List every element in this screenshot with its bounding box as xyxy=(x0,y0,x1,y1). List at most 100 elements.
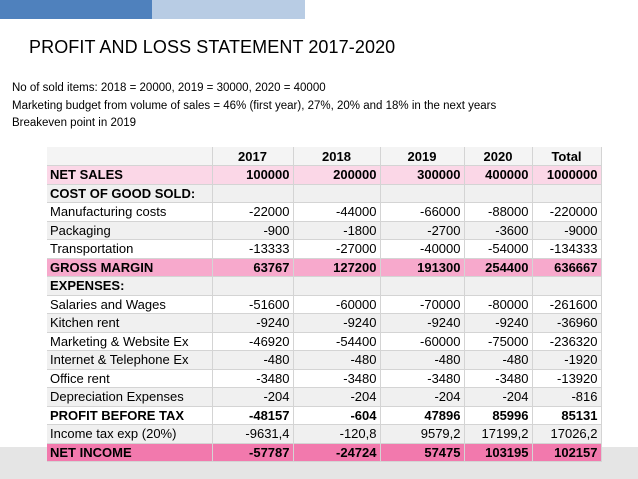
row-value xyxy=(464,184,533,203)
row-value: 636667 xyxy=(532,258,602,277)
table-row: Marketing & Website Ex -46920 -54400 -60000… xyxy=(47,332,602,351)
header-accent-bar-dark xyxy=(0,0,152,19)
row-value: -816 xyxy=(532,387,602,407)
row-value: 85131 xyxy=(532,406,602,425)
row-value: 254400 xyxy=(464,258,533,277)
row-value xyxy=(532,184,602,203)
header-cell-label xyxy=(47,147,213,166)
row-value: -480 xyxy=(293,350,381,370)
table-row: PROFIT BEFORE TAX -48157 -604 47896 85996 851… xyxy=(47,406,602,425)
row-value: -9631,4 xyxy=(212,424,294,444)
row-value: -3600 xyxy=(464,221,533,240)
row-value xyxy=(293,276,381,296)
row-value: -80000 xyxy=(464,295,533,314)
row-value: -48157 xyxy=(212,406,294,425)
row-label: Kitchen rent xyxy=(47,313,213,333)
row-value: -480 xyxy=(380,350,465,370)
row-value: -60000 xyxy=(380,332,465,351)
header-cell-total: Total xyxy=(532,147,602,166)
table-row: Internet & Telephone Ex -480 -480 -480 -480-… xyxy=(47,350,602,370)
profit-loss-table: 2017 2018 2019 2020 Total NET SALES 10000… xyxy=(47,147,602,462)
row-value: -204 xyxy=(464,387,533,407)
row-value: -46920 xyxy=(212,332,294,351)
row-value: -51600 xyxy=(212,295,294,314)
row-value: 127200 xyxy=(293,258,381,277)
row-label: Marketing & Website Ex xyxy=(47,332,213,351)
row-value: -75000 xyxy=(464,332,533,351)
row-value: -22000 xyxy=(212,202,294,222)
row-value xyxy=(380,184,465,203)
row-value: -13333 xyxy=(212,239,294,259)
row-value: 103195 xyxy=(464,443,533,462)
header-cell-2019: 2019 xyxy=(380,147,465,166)
row-value: -57787 xyxy=(212,443,294,462)
table-row: EXPENSES: xyxy=(47,276,602,296)
table-row: Salaries and Wages -51600 -60000 -70000 -800… xyxy=(47,295,602,314)
row-value: -900 xyxy=(212,221,294,240)
row-value: -480 xyxy=(464,350,533,370)
row-label: EXPENSES: xyxy=(47,276,213,296)
row-value: -480 xyxy=(212,350,294,370)
row-value: 102157 xyxy=(532,443,602,462)
note-sold-items: No of sold items: 2018 = 20000, 2019 = 3… xyxy=(12,82,326,94)
row-value: -236320 xyxy=(532,332,602,351)
row-value: -220000 xyxy=(532,202,602,222)
row-value: -66000 xyxy=(380,202,465,222)
row-value: -3480 xyxy=(293,369,381,388)
row-value: -60000 xyxy=(293,295,381,314)
row-label: Salaries and Wages xyxy=(47,295,213,314)
row-value xyxy=(380,276,465,296)
row-value: -36960 xyxy=(532,313,602,333)
row-value: -9240 xyxy=(212,313,294,333)
row-value: 17026,2 xyxy=(532,424,602,444)
row-value: -9240 xyxy=(380,313,465,333)
row-value: 1000000 xyxy=(532,165,602,185)
row-label: Internet & Telephone Ex xyxy=(47,350,213,370)
row-value: -40000 xyxy=(380,239,465,259)
row-value: -1920 xyxy=(532,350,602,370)
row-value: -24724 xyxy=(293,443,381,462)
row-label: PROFIT BEFORE TAX xyxy=(47,406,213,425)
table-row: Manufacturing costs -22000 -44000 -66000 -88… xyxy=(47,202,602,222)
row-value: 300000 xyxy=(380,165,465,185)
row-label: COST OF GOOD SOLD: xyxy=(47,184,213,203)
header-cell-2017: 2017 xyxy=(212,147,294,166)
row-value: -70000 xyxy=(380,295,465,314)
row-value: 100000 xyxy=(212,165,294,185)
row-value: -3480 xyxy=(464,369,533,388)
row-value: -204 xyxy=(293,387,381,407)
row-value: 191300 xyxy=(380,258,465,277)
table-row: Packaging -900 -1800 -2700 -3600 -9000 xyxy=(47,221,602,240)
table-row: NET INCOME -57787 -24724 57475 103195 102157 xyxy=(47,443,602,462)
row-value: 63767 xyxy=(212,258,294,277)
row-value: -120,8 xyxy=(293,424,381,444)
table-row: Kitchen rent -9240 -9240 -9240 -9240 -36960 xyxy=(47,313,602,333)
row-value: -3480 xyxy=(212,369,294,388)
row-value: -2700 xyxy=(380,221,465,240)
header-cell-2020: 2020 xyxy=(464,147,533,166)
table-row: NET SALES 100000 200000 300000 400000 1000000 xyxy=(47,165,602,185)
row-value: -3480 xyxy=(380,369,465,388)
row-value: -27000 xyxy=(293,239,381,259)
row-label: GROSS MARGIN xyxy=(47,258,213,277)
row-value: -261600 xyxy=(532,295,602,314)
table-row: Office rent -3480 -3480 -3480 -3480 -13920 xyxy=(47,369,602,388)
row-value: -204 xyxy=(380,387,465,407)
row-value: 47896 xyxy=(380,406,465,425)
row-label: NET SALES xyxy=(47,165,213,185)
row-value: -54400 xyxy=(293,332,381,351)
row-value: 9579,2 xyxy=(380,424,465,444)
table-row: GROSS MARGIN 63767 127200 191300 254400 63666… xyxy=(47,258,602,277)
row-value: -1800 xyxy=(293,221,381,240)
page-title: PROFIT AND LOSS STATEMENT 2017-2020 xyxy=(29,37,396,57)
note-breakeven: Breakeven point in 2019 xyxy=(12,117,137,129)
note-marketing-budget: Marketing budget from volume of sales = … xyxy=(12,99,497,112)
table-header-row: 2017 2018 2019 2020 Total xyxy=(47,147,602,166)
table-row: Transportation -13333 -27000 -40000 -54000 -1… xyxy=(47,239,602,259)
header-cell-2018: 2018 xyxy=(293,147,381,166)
row-value xyxy=(212,276,294,296)
header-accent-bar-light xyxy=(152,0,305,19)
table-row: Depreciation Expenses -204 -204 -204 -204 -81… xyxy=(47,387,602,407)
row-value xyxy=(293,184,381,203)
row-label: NET INCOME xyxy=(47,443,213,462)
